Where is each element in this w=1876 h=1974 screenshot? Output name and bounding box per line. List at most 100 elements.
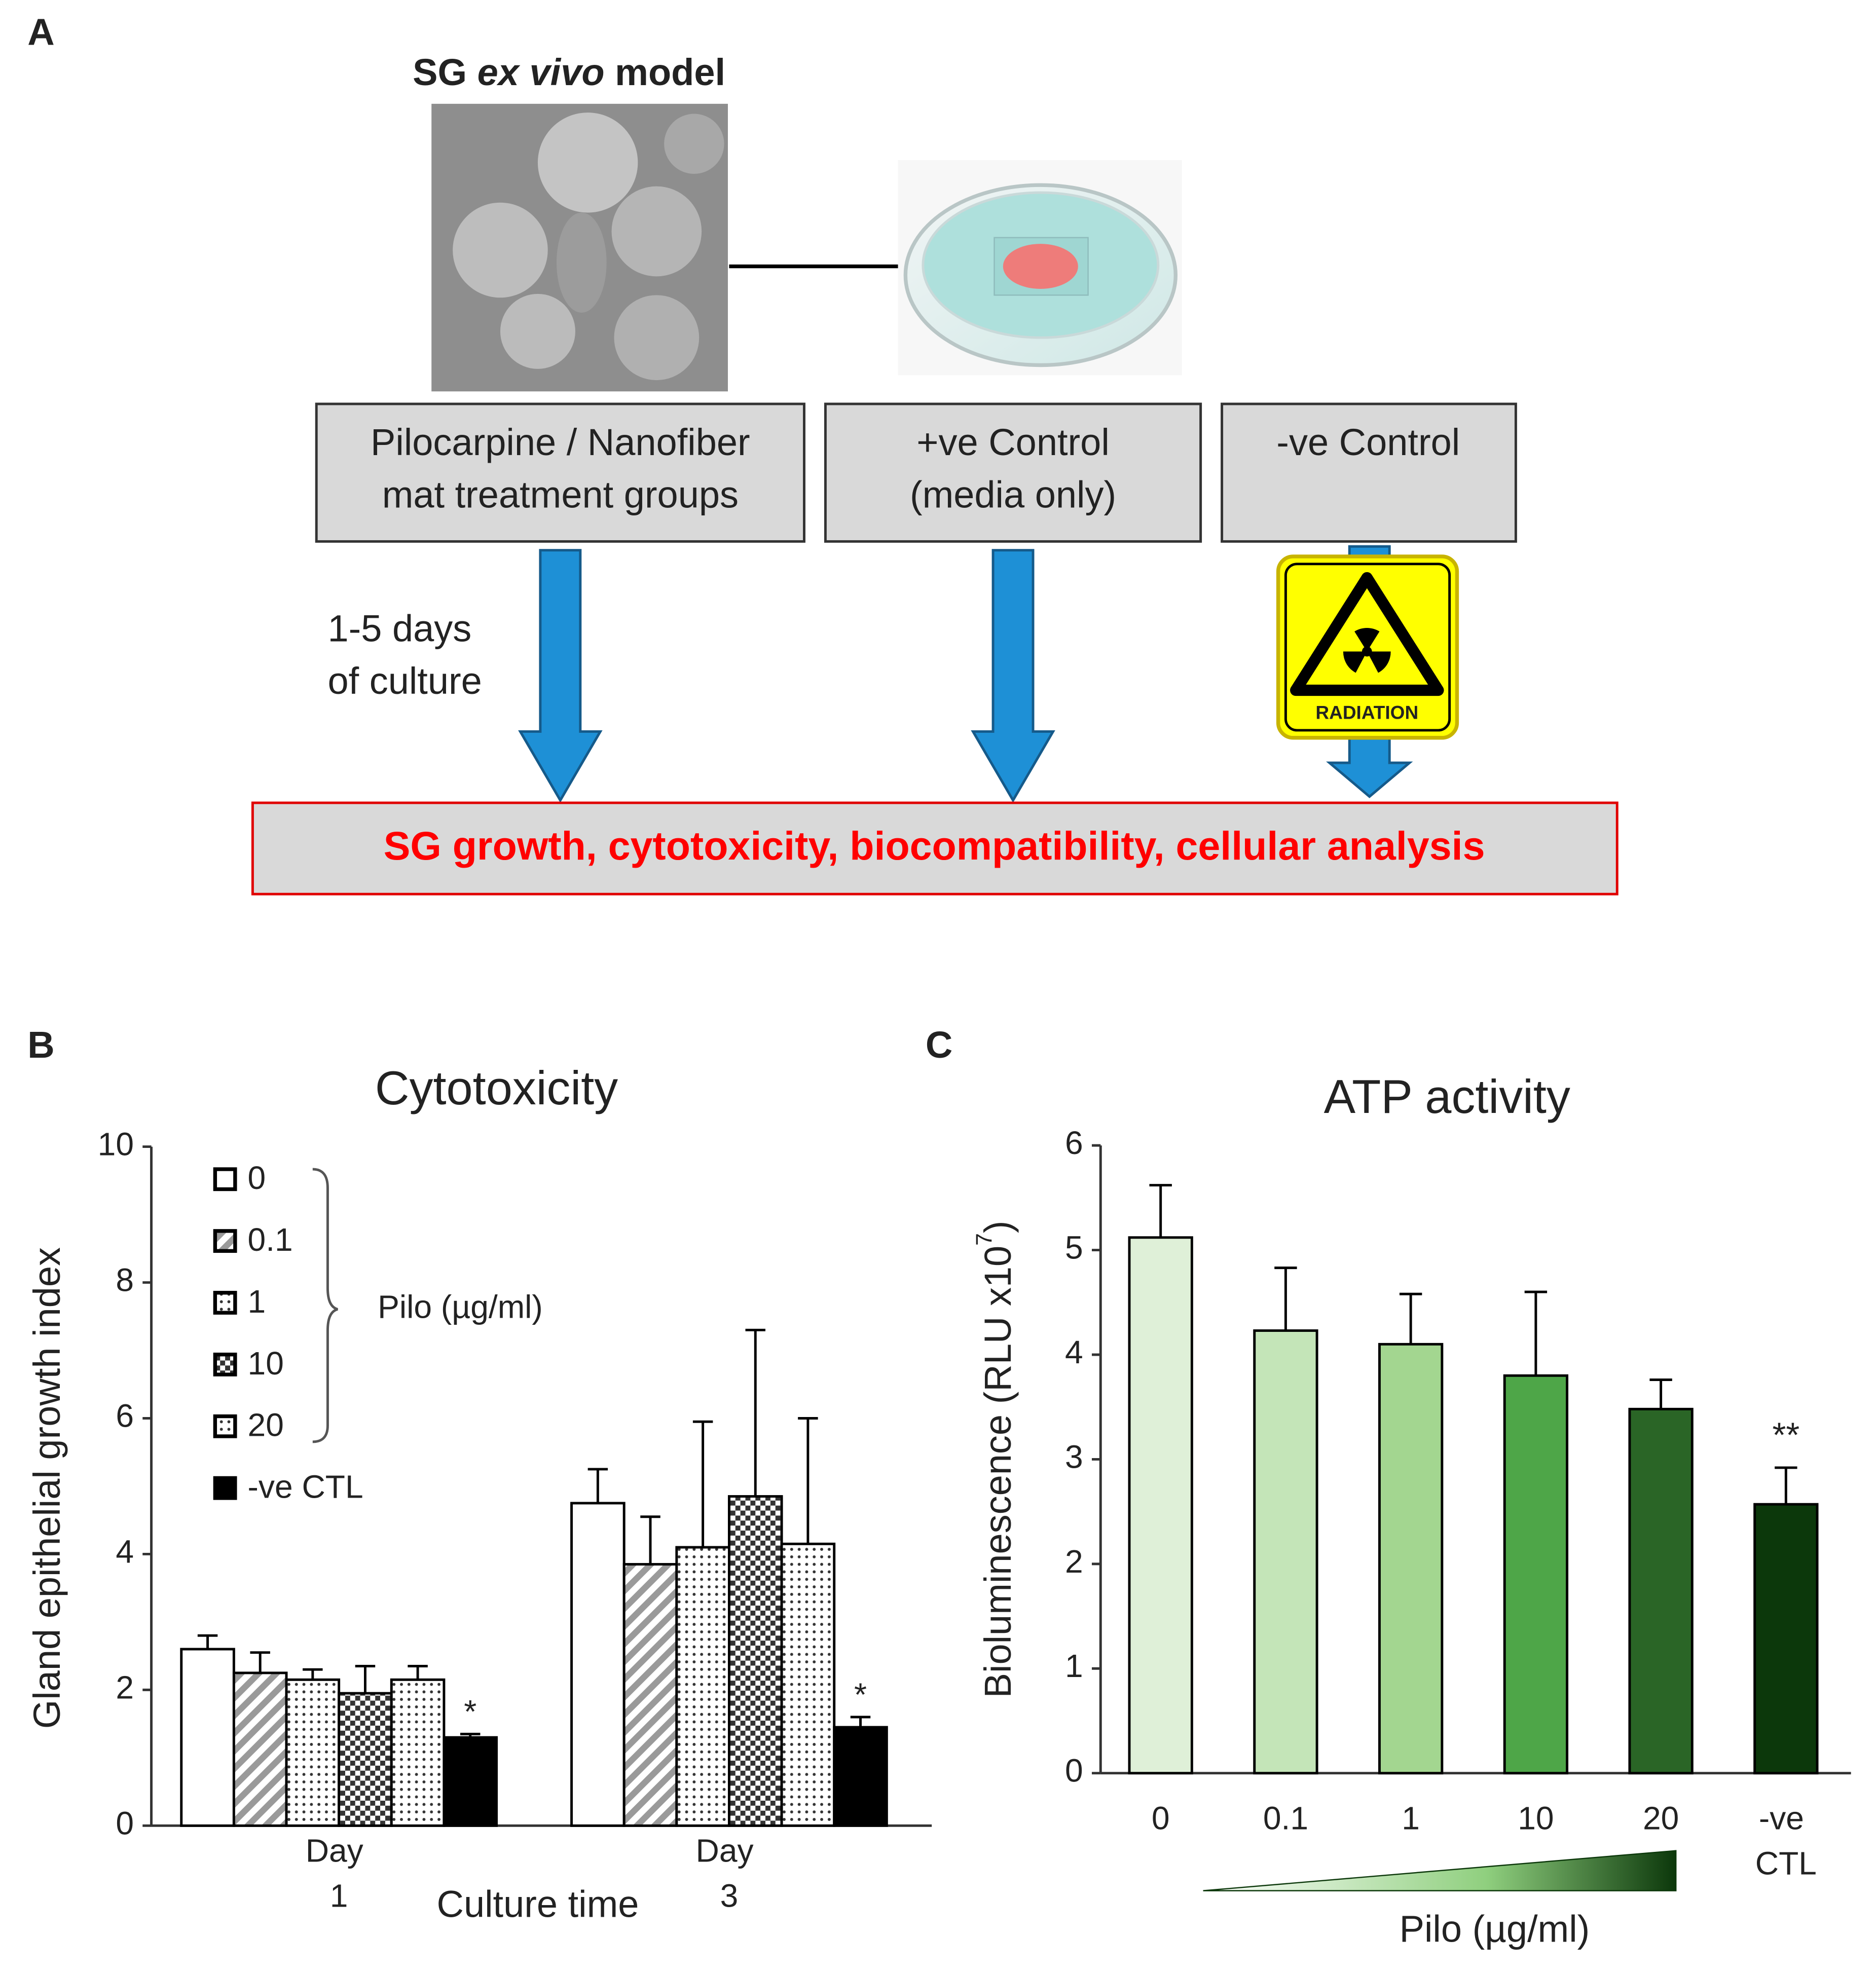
error-bar [408, 1665, 428, 1680]
y-tick-label: 1 [1065, 1648, 1083, 1684]
box-text: +ve Control [916, 421, 1109, 463]
x-axis-label: Culture time [437, 1883, 639, 1925]
group-box [315, 402, 805, 543]
bar [1378, 1343, 1444, 1775]
y-axis-label: Bioluminescence (RLU x107) [972, 1220, 1018, 1698]
x-tick-label: 0 [1152, 1800, 1170, 1836]
x-tick-label: Day 3 [696, 1833, 763, 1914]
title-part: SG [413, 51, 467, 93]
bar [1503, 1374, 1569, 1775]
y-label-superscript: 7 [972, 1233, 997, 1246]
legend-label: 10 [248, 1345, 284, 1382]
x-tick-label: 20 [1643, 1800, 1679, 1836]
x-tick-label: 1 [1402, 1800, 1420, 1836]
legend-swatch [213, 1291, 237, 1315]
bar [570, 1502, 626, 1827]
x-tick-line: 3 [720, 1877, 739, 1914]
group-box [824, 402, 1202, 543]
bar [1628, 1407, 1694, 1775]
chart-title: ATP activity [1324, 1070, 1570, 1123]
x-tick-label: 0.1 [1263, 1800, 1308, 1836]
error-bar [1149, 1184, 1172, 1238]
bar [285, 1678, 341, 1827]
box-text: mat treatment groups [382, 474, 739, 516]
flow-arrow [518, 549, 603, 803]
error-bar [1524, 1290, 1548, 1376]
legend-label: 20 [248, 1407, 284, 1443]
bar [1253, 1329, 1318, 1775]
box-text: (media only) [910, 474, 1116, 516]
error-bar [640, 1515, 660, 1565]
outcome-box [251, 801, 1618, 896]
x-axis-label: Pilo (µg/ml) [1400, 1908, 1590, 1950]
error-bar [850, 1716, 871, 1728]
legend-label: 1 [248, 1283, 266, 1320]
legend-brace [312, 1168, 339, 1443]
culture-note: of culture [327, 660, 482, 702]
culture-note: 1-5 days [327, 608, 471, 650]
legend-swatch [213, 1352, 237, 1376]
y-label-part: Bioluminescence (RLU x10 [976, 1246, 1018, 1698]
sign-label: RADIATION [1315, 702, 1418, 723]
x-tick-label: 10 [1518, 1800, 1554, 1836]
x-tick-line: Day [306, 1833, 373, 1869]
bar [727, 1495, 783, 1827]
legend-label: 0 [248, 1160, 266, 1196]
y-axis-label: Gland epithelial growth index [26, 1247, 68, 1729]
bar [180, 1648, 235, 1827]
diagram-title: SG ex vivo model [413, 51, 725, 93]
y-tick-label: 0 [1065, 1753, 1083, 1789]
tissue-image [431, 103, 728, 392]
petri-dish-image [898, 160, 1182, 376]
x-tick-label: -ve CTL [1755, 1800, 1817, 1881]
x-tick-label: Day 1 [306, 1833, 373, 1914]
error-bar [1775, 1466, 1797, 1505]
legend-group-label: Pilo (µg/ml) [378, 1288, 543, 1325]
bar [1128, 1236, 1193, 1775]
y-tick-label: 2 [116, 1669, 134, 1705]
x-tick-line: CTL [1755, 1845, 1817, 1881]
y-tick-label: 10 [98, 1126, 134, 1163]
significance: * [854, 1676, 867, 1712]
error-bar [1649, 1379, 1672, 1409]
legend-swatch [213, 1476, 237, 1500]
y-tick-label: 4 [116, 1533, 134, 1570]
chart-title: Cytotoxicity [375, 1061, 618, 1114]
bar [1753, 1503, 1819, 1775]
flow-arrow [971, 549, 1055, 803]
bar [390, 1678, 446, 1827]
box-text: Pilocarpine / Nanofiber [371, 421, 750, 463]
error-bar [798, 1417, 818, 1544]
y-tick-label: 6 [116, 1397, 134, 1434]
dose-gradient [1203, 1850, 1677, 1891]
error-bar [1399, 1292, 1422, 1345]
group-box [1221, 402, 1517, 543]
x-tick-line: Day [696, 1833, 763, 1869]
significance: ** [1772, 1415, 1799, 1455]
bar [443, 1736, 498, 1827]
y-tick-label: 2 [1065, 1543, 1083, 1580]
error-bar [355, 1665, 376, 1694]
panel-label: A [27, 11, 54, 53]
y-tick-label: 6 [1065, 1125, 1083, 1161]
error-bar [745, 1328, 766, 1497]
y-label-part: ) [976, 1220, 1018, 1233]
legend-swatch [213, 1414, 237, 1438]
legend-label: -ve CTL [248, 1469, 363, 1505]
y-tick-label: 8 [116, 1261, 134, 1298]
y-tick-label: 0 [116, 1805, 134, 1841]
bar [675, 1546, 730, 1827]
bar [833, 1726, 888, 1827]
box-text: -ve Control [1276, 421, 1460, 463]
significance: * [464, 1693, 476, 1730]
outcome-text: SG growth, cytotoxicity, biocompatibilit… [384, 824, 1485, 868]
error-bar [460, 1733, 481, 1738]
bar [232, 1671, 288, 1827]
bar [338, 1692, 393, 1827]
error-bar [1274, 1267, 1297, 1331]
x-tick-line: -ve [1759, 1800, 1813, 1836]
x-tick-line: 1 [330, 1877, 348, 1914]
y-tick-label: 3 [1065, 1438, 1083, 1475]
bar [622, 1563, 678, 1827]
